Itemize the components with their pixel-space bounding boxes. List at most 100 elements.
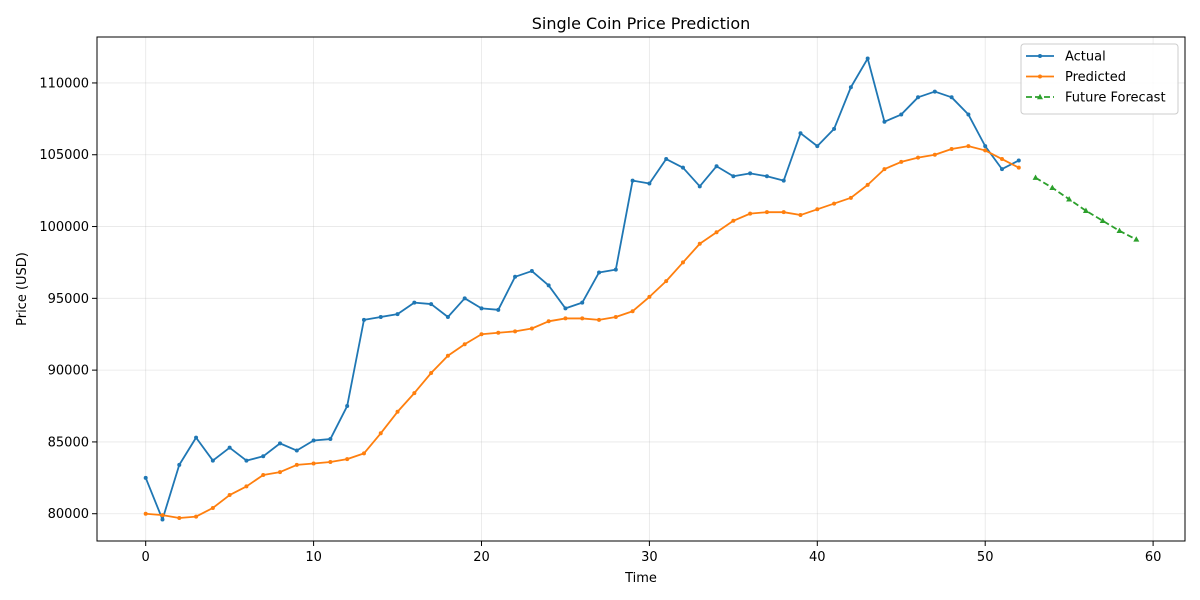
data-point <box>345 404 350 409</box>
data-point <box>798 213 803 218</box>
data-point <box>882 167 887 172</box>
data-point <box>261 472 266 477</box>
data-point <box>832 201 837 206</box>
y-tick-label: 80000 <box>48 507 89 522</box>
data-point <box>395 312 400 317</box>
data-point <box>949 95 954 100</box>
data-point <box>227 445 232 450</box>
data-point <box>429 371 434 375</box>
data-point <box>630 309 635 314</box>
data-point <box>916 95 921 100</box>
data-point <box>563 306 568 311</box>
data-point <box>278 441 283 446</box>
data-point <box>496 330 501 335</box>
data-point <box>781 178 786 183</box>
data-point <box>546 283 551 288</box>
data-point <box>160 517 165 522</box>
data-point <box>1016 158 1021 163</box>
data-point <box>328 460 333 465</box>
data-point <box>345 457 350 462</box>
data-point <box>328 437 333 442</box>
data-point <box>261 454 266 459</box>
legend-box <box>1020 43 1179 115</box>
data-point <box>278 470 283 475</box>
data-point <box>865 56 870 61</box>
legend: Actual Predicted Future Forecast <box>1020 43 1179 115</box>
y-axis-label: Price (USD) <box>15 252 30 326</box>
data-point <box>697 184 702 189</box>
data-point <box>529 269 534 274</box>
data-point <box>445 315 450 319</box>
x-tick-label: 10 <box>305 550 322 565</box>
data-point <box>395 409 400 414</box>
data-point <box>210 458 215 463</box>
data-point <box>412 391 417 396</box>
data-point <box>1116 227 1123 234</box>
data-point <box>462 342 467 347</box>
data-point <box>848 195 853 200</box>
data-point <box>848 85 853 90</box>
y-axis: 80000 85000 90000 95000 100000 105000 110000 <box>39 76 97 522</box>
legend-marker <box>1038 74 1042 79</box>
data-point <box>731 218 736 223</box>
data-point <box>865 182 870 187</box>
data-point <box>664 157 669 162</box>
data-point <box>294 462 299 467</box>
data-point <box>714 164 719 169</box>
data-point <box>244 458 249 463</box>
data-point <box>983 144 988 149</box>
y-tick-label: 100000 <box>39 220 89 235</box>
series-predicted <box>143 144 1021 521</box>
x-tick-label: 40 <box>809 550 826 565</box>
data-point <box>311 461 316 466</box>
data-point <box>916 155 921 160</box>
data-point <box>966 112 971 117</box>
data-point <box>613 267 618 272</box>
data-point <box>781 210 786 215</box>
data-point <box>361 451 366 456</box>
series-future-forecast <box>1032 174 1140 242</box>
data-point <box>630 178 635 183</box>
data-point <box>815 207 820 212</box>
plot-background <box>97 37 1185 541</box>
data-point <box>999 157 1004 162</box>
chart-title: Single Coin Price Prediction <box>532 14 751 33</box>
data-point <box>378 315 383 319</box>
data-point <box>1032 174 1039 180</box>
grid <box>97 37 1185 541</box>
x-tick-label: 0 <box>142 550 150 565</box>
data-point <box>983 148 988 153</box>
data-point <box>227 493 232 498</box>
data-point <box>932 89 937 94</box>
data-point <box>1049 184 1056 190</box>
data-point <box>194 514 199 519</box>
legend-label: Predicted <box>1065 70 1126 85</box>
data-point <box>311 438 316 443</box>
data-point <box>647 181 652 186</box>
legend-marker <box>1037 93 1043 100</box>
data-point <box>882 119 887 124</box>
y-tick-label: 85000 <box>48 435 89 450</box>
y-tick-label: 105000 <box>39 148 89 163</box>
data-point <box>748 171 753 176</box>
data-point <box>244 484 249 489</box>
series-layer <box>143 56 1140 522</box>
data-point <box>697 241 702 246</box>
legend-label: Future Forecast <box>1065 91 1166 106</box>
data-point <box>597 317 602 322</box>
y-tick-label: 90000 <box>48 364 89 379</box>
data-point <box>1066 196 1073 202</box>
data-point <box>177 516 182 521</box>
legend-item-future-forecast: Future Forecast <box>1026 91 1166 106</box>
data-point <box>479 306 484 311</box>
x-axis: 0 10 20 30 40 50 60 <box>142 541 1161 565</box>
data-point <box>966 144 971 149</box>
data-point <box>815 144 820 149</box>
data-point <box>664 279 669 284</box>
data-point <box>731 174 736 179</box>
data-point <box>513 274 518 279</box>
data-point <box>445 353 450 358</box>
data-point <box>546 319 551 324</box>
data-point <box>294 448 299 453</box>
